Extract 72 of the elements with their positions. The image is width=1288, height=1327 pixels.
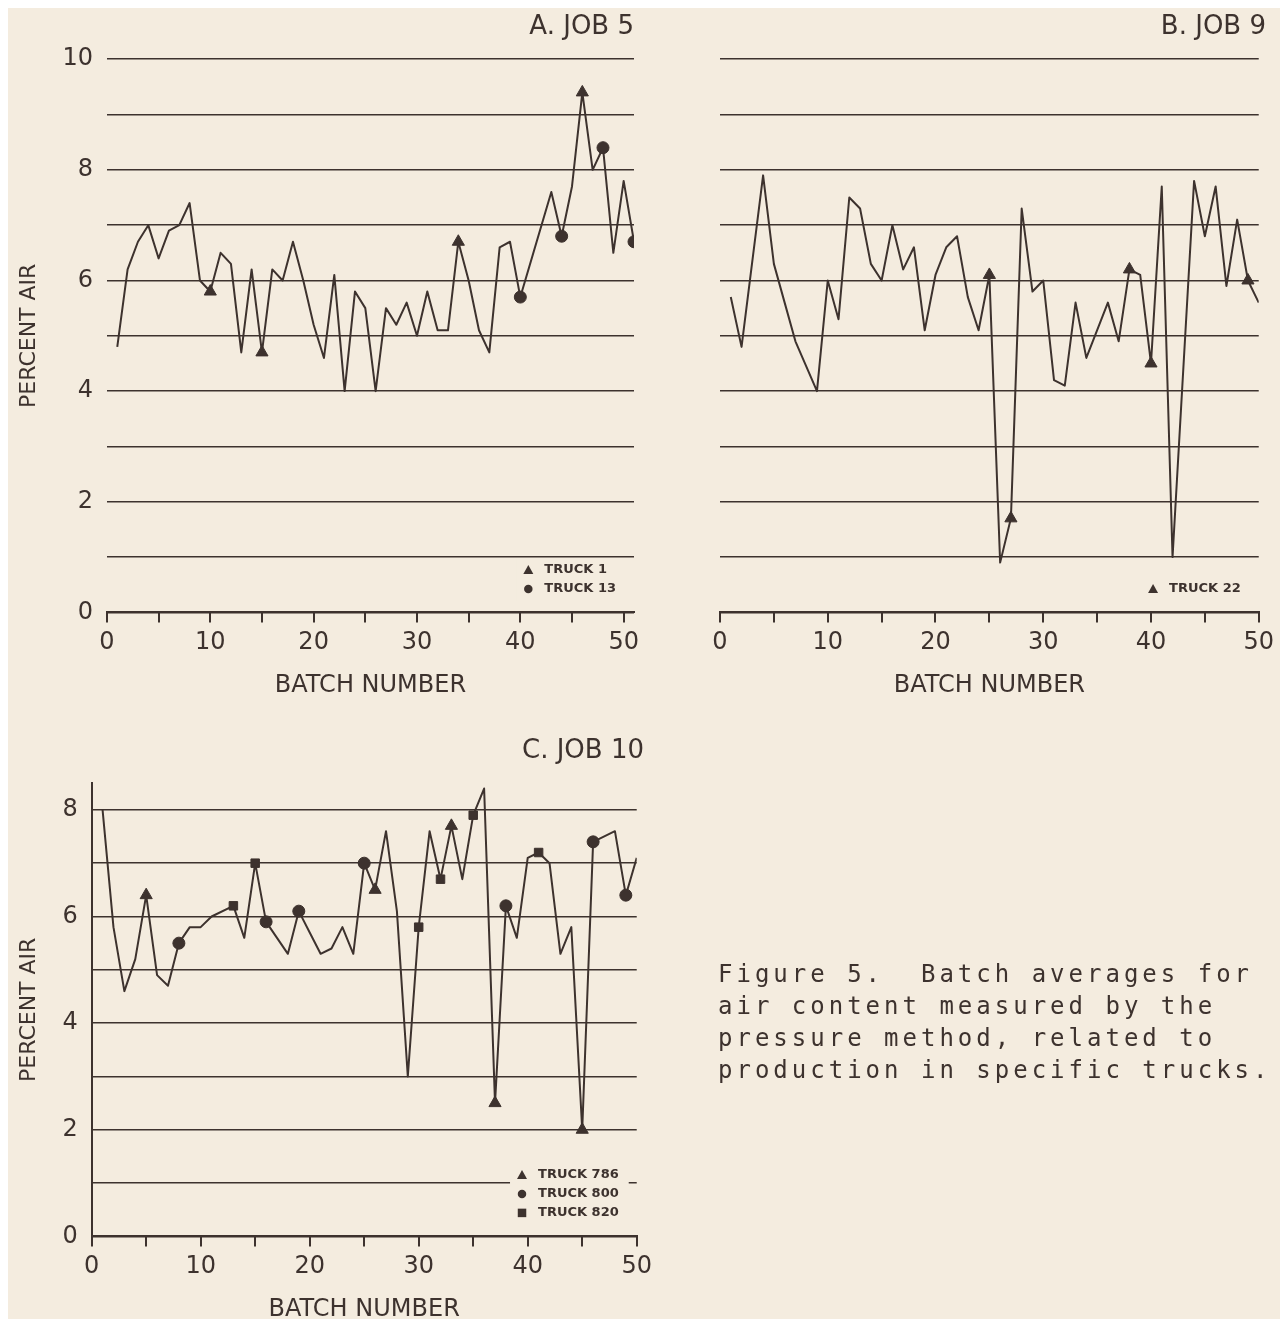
y-tick-label: 4 xyxy=(77,375,93,404)
y-tick-label: 8 xyxy=(77,154,93,183)
x-tick-label: 10 xyxy=(812,627,844,656)
chart-title: A. JOB 5 xyxy=(529,10,634,41)
y-tick-label: 6 xyxy=(62,900,78,929)
point xyxy=(1122,261,1136,274)
x-tick-label: 20 xyxy=(298,627,329,656)
y-axis-title: PERCENT AIR xyxy=(14,263,40,408)
x-tick-label: 50 xyxy=(1243,627,1274,656)
x-tick-label: 30 xyxy=(401,627,433,656)
x-tick-label: 40 xyxy=(1135,627,1167,656)
y-tick-label: 10 xyxy=(62,43,93,72)
point xyxy=(444,818,458,830)
point xyxy=(619,888,633,902)
y-tick-label: 6 xyxy=(77,264,93,293)
y-tick-label: 4 xyxy=(62,1007,78,1036)
legend-label: TRUCK 1 xyxy=(544,561,607,577)
x-tick-label: 0 xyxy=(712,627,728,656)
point xyxy=(499,899,513,913)
x-tick-label: 50 xyxy=(621,1251,652,1280)
point xyxy=(513,290,527,304)
x-tick-label: 30 xyxy=(403,1251,434,1280)
point xyxy=(1144,355,1158,368)
x-tick-label: 30 xyxy=(1027,627,1059,656)
x-tick-label: 10 xyxy=(185,1251,216,1280)
x-tick-label: 40 xyxy=(512,1251,543,1280)
point xyxy=(435,874,446,884)
point xyxy=(1004,510,1018,523)
y-tick-label: 0 xyxy=(77,596,93,625)
x-tick-label: 10 xyxy=(195,627,226,656)
chart-title: B. JOB 9 xyxy=(1160,10,1266,41)
legend-label: TRUCK 800 xyxy=(538,1185,619,1201)
point xyxy=(292,904,306,918)
x-axis-title: BATCH NUMBER xyxy=(268,1293,460,1322)
point xyxy=(982,267,996,279)
point xyxy=(488,1095,502,1108)
point xyxy=(368,882,382,894)
point xyxy=(533,847,544,858)
point xyxy=(255,344,269,357)
point xyxy=(555,229,569,243)
x-axis-title: BATCH NUMBER xyxy=(893,669,1085,698)
caption: Figure 5. Batch averages for air content measured by the pressure method, related to production in specific trucks. xyxy=(718,959,1273,1086)
x-tick-label: 0 xyxy=(99,627,115,656)
legend-label: TRUCK 22 xyxy=(1169,580,1241,596)
point xyxy=(203,284,217,296)
point xyxy=(468,810,478,820)
point xyxy=(596,141,610,155)
x-axis-title: BATCH NUMBER xyxy=(274,669,467,698)
y-tick-label: 8 xyxy=(62,794,78,823)
point xyxy=(586,835,600,849)
x-tick-label: 40 xyxy=(505,627,536,656)
y-tick-label: 2 xyxy=(77,485,93,514)
point xyxy=(451,234,465,246)
legend-label: TRUCK 786 xyxy=(538,1166,619,1182)
chart-title: C. JOB 10 xyxy=(521,734,644,765)
point xyxy=(172,936,186,950)
x-tick-label: 50 xyxy=(608,627,639,656)
point xyxy=(1241,272,1255,285)
y-axis-title: PERCENT AIR xyxy=(14,937,40,1082)
y-tick-label: 2 xyxy=(62,1114,78,1142)
point xyxy=(575,1122,589,1134)
point xyxy=(259,915,273,929)
point xyxy=(139,887,153,900)
point xyxy=(413,922,424,932)
legend-label: TRUCK 13 xyxy=(544,580,617,596)
legend-label: TRUCK 820 xyxy=(538,1204,619,1220)
x-tick-label: 20 xyxy=(294,1251,325,1280)
point xyxy=(228,901,239,911)
y-tick-label: 0 xyxy=(62,1220,78,1249)
x-tick-label: 20 xyxy=(920,627,951,656)
point xyxy=(357,856,371,870)
point xyxy=(250,858,260,868)
